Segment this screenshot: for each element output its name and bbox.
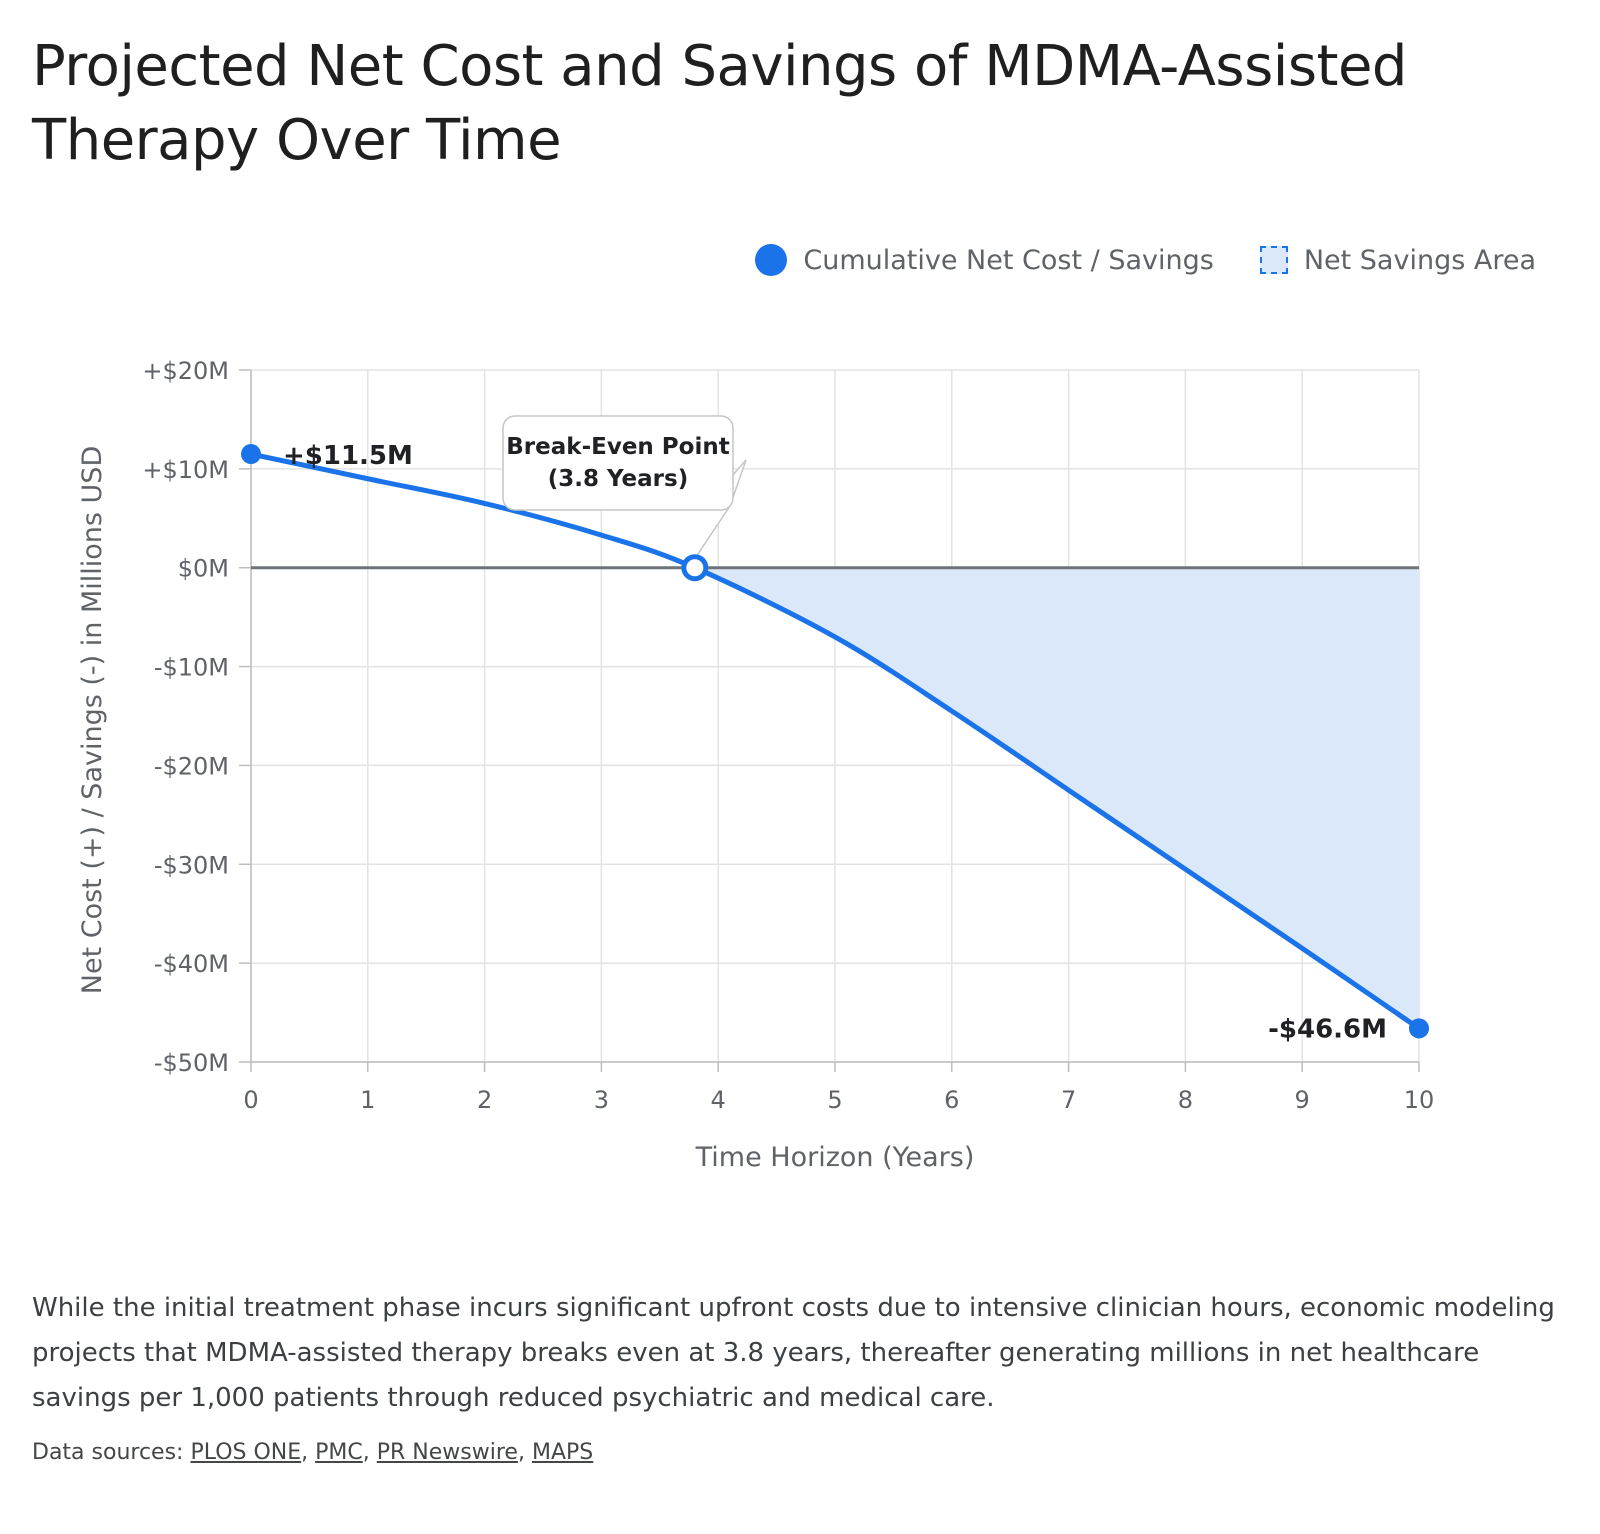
series-line bbox=[248, 451, 1422, 1031]
end-point bbox=[1409, 1018, 1429, 1039]
y-tick-label: $0M bbox=[178, 555, 229, 583]
annotations: +$11.5M -$46.6M Break-Even Point (3.8 Years… bbox=[241, 415, 1429, 1044]
legend-item-area[interactable]: Net Savings Area bbox=[1259, 244, 1536, 276]
start-point-label: +$11.5M bbox=[283, 441, 413, 471]
sources-label: Data sources: bbox=[32, 1440, 184, 1465]
source-link-pmc[interactable]: PMC bbox=[315, 1440, 363, 1465]
axes: +$20M +$10M $0M -$10M -$20M -$30M -$40M -$50M 0 1… bbox=[77, 357, 1434, 1173]
x-tick-label: 0 bbox=[243, 1086, 258, 1114]
chart: +$20M +$10M $0M -$10M -$20M -$30M -$40M -$50M 0 1… bbox=[77, 357, 1434, 1173]
caption: While the initial treatment phase incurs… bbox=[32, 1293, 1555, 1413]
legend-item-series[interactable]: Cumulative Net Cost / Savings bbox=[755, 244, 1214, 276]
end-point-label: -$46.6M bbox=[1268, 1014, 1387, 1044]
legend-label-area: Net Savings Area bbox=[1303, 244, 1536, 276]
y-axis-title: Net Cost (+) / Savings (-) in Millions U… bbox=[77, 446, 108, 994]
callout-line-1: Break-Even Point bbox=[506, 434, 729, 460]
x-axis-title: Time Horizon (Years) bbox=[695, 1142, 975, 1173]
x-tick-label: 5 bbox=[827, 1086, 842, 1114]
legend-area-swatch-icon bbox=[1259, 246, 1288, 274]
x-tick-label: 4 bbox=[711, 1086, 726, 1114]
break-even-point bbox=[681, 554, 709, 582]
callout-line-2: (3.8 Years) bbox=[548, 466, 688, 492]
source-link-pr-newswire[interactable]: PR Newswire bbox=[376, 1440, 518, 1465]
x-tick-label: 1 bbox=[360, 1086, 375, 1114]
chart-title: Projected Net Cost and Savings of MDMA-A… bbox=[32, 34, 1407, 173]
y-tick-label: -$20M bbox=[154, 752, 229, 780]
x-tick-label: 10 bbox=[1404, 1086, 1435, 1114]
x-tick-label: 3 bbox=[594, 1086, 609, 1114]
y-tick-label: -$40M bbox=[154, 950, 229, 978]
y-tick-label: +$20M bbox=[142, 357, 229, 385]
legend-label-series: Cumulative Net Cost / Savings bbox=[803, 244, 1214, 276]
source-link-plos-one[interactable]: PLOS ONE bbox=[190, 1440, 302, 1465]
x-tick-label: 7 bbox=[1061, 1086, 1076, 1114]
savings-area bbox=[694, 567, 1419, 1029]
callout-box bbox=[502, 415, 734, 511]
series-layer bbox=[248, 451, 1422, 1031]
y-tick-label: -$10M bbox=[154, 654, 229, 682]
x-tick-label: 2 bbox=[477, 1086, 492, 1114]
source-link-maps[interactable]: MAPS bbox=[531, 1440, 594, 1465]
x-tick-label: 8 bbox=[1178, 1086, 1193, 1114]
y-tick-label: +$10M bbox=[142, 456, 229, 484]
y-tick-label: -$30M bbox=[154, 851, 229, 879]
data-sources: Data sources: PLOS ONE, PMC, PR Newswire… bbox=[32, 1440, 594, 1465]
legend: Cumulative Net Cost / Savings Net Saving… bbox=[709, 244, 1536, 276]
x-tick-label: 6 bbox=[944, 1086, 959, 1114]
savings-area-layer bbox=[694, 567, 1419, 1029]
y-tick-label: -$50M bbox=[154, 1049, 229, 1077]
x-tick-label: 9 bbox=[1295, 1086, 1310, 1114]
start-point bbox=[241, 444, 261, 465]
legend-dot-icon bbox=[755, 244, 788, 276]
